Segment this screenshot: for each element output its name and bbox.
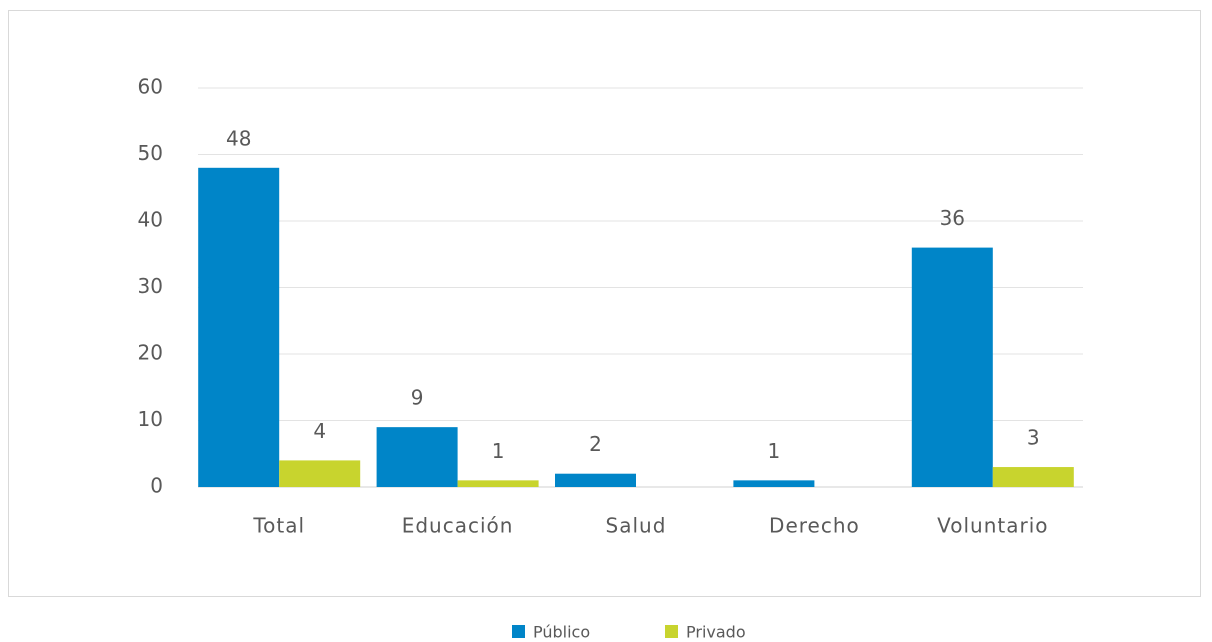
y-tick-label: 20 (138, 341, 163, 365)
data-label: 1 (768, 439, 781, 463)
data-label: 2 (589, 432, 602, 456)
bar (555, 473, 636, 487)
data-label: 3 (1027, 426, 1040, 450)
x-tick-label: Derecho (769, 514, 860, 538)
x-tick-label: Total (252, 514, 305, 538)
data-label: 48 (226, 126, 251, 150)
chart-border (8, 10, 1201, 597)
data-label: 36 (940, 206, 965, 230)
x-tick-label: Voluntario (937, 514, 1048, 538)
x-tick-label: Educación (402, 514, 514, 538)
data-label: 4 (313, 419, 326, 443)
legend-label: Privado (686, 623, 746, 642)
y-tick-label: 60 (138, 75, 163, 99)
bar (992, 467, 1074, 487)
legend-label: Público (533, 623, 590, 642)
bar (457, 480, 539, 487)
y-tick-label: 50 (138, 141, 163, 165)
bar (376, 427, 458, 487)
legend-swatch (512, 625, 525, 638)
data-label: 1 (492, 439, 505, 463)
y-tick-label: 30 (138, 274, 163, 298)
y-tick-label: 0 (150, 474, 163, 498)
legend-swatch (665, 625, 678, 638)
bar (911, 247, 993, 487)
x-tick-label: Salud (606, 514, 667, 538)
bar (733, 480, 815, 487)
y-tick-label: 10 (138, 407, 163, 431)
data-label: 9 (411, 386, 424, 410)
bar (279, 460, 361, 487)
y-tick-label: 40 (138, 208, 163, 232)
bar (198, 167, 280, 488)
